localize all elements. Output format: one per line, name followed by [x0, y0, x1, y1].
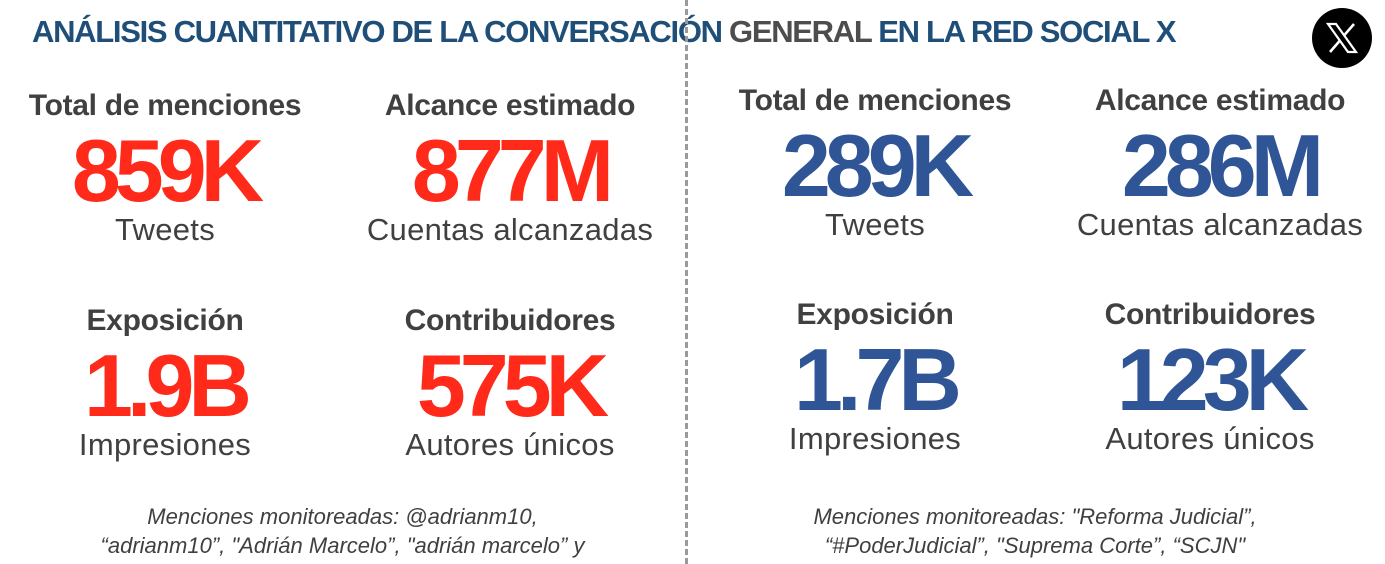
right-reach-metric: Alcance estimado 286M Cuentas alcanzadas [1045, 83, 1385, 243]
right-reach-label: Alcance estimado [1094, 84, 1346, 117]
x-logo-icon [1312, 8, 1372, 68]
left-exposure-label: Exposición [86, 304, 244, 337]
right-exposure-unit: Impresiones [788, 421, 962, 456]
left-exposure-unit: Impresiones [78, 427, 252, 462]
right-mentions-metric: Total de menciones 289K Tweets [700, 83, 1050, 243]
left-reach-unit: Cuentas alcanzadas [366, 212, 654, 247]
left-contributors-value: 575K [416, 336, 609, 435]
left-contributors-unit: Autores únicos [405, 427, 615, 462]
right-mentions-value: 289K [781, 116, 974, 215]
left-exposure-metric: Exposición 1.9B Impresiones [0, 303, 330, 463]
left-reach-label: Alcance estimado [384, 89, 636, 122]
right-reach-value: 286M [1121, 116, 1324, 215]
left-mentions-label: Total de menciones [28, 89, 302, 122]
left-mentions-metric: Total de menciones 859K Tweets [0, 88, 330, 248]
right-contributors-label: Contribuidores [1104, 298, 1316, 331]
left-exposure-value: 1.9B [84, 336, 252, 435]
x-logo-glyph [1325, 22, 1359, 54]
left-mentions-unit: Tweets [114, 212, 215, 247]
left-note-line-2: “adrianm10”, "Adrián Marcelo”, "adrián m… [100, 533, 585, 558]
right-contributors-value: 123K [1116, 330, 1309, 429]
column-divider [685, 0, 688, 564]
right-exposure-value: 1.7B [794, 330, 962, 429]
left-note-line-1: Menciones monitoreadas: @adrianm10, [147, 504, 538, 529]
right-reach-unit: Cuentas alcanzadas [1076, 207, 1364, 242]
right-contributors-unit: Autores únicos [1105, 421, 1315, 456]
right-mentions-unit: Tweets [824, 207, 925, 242]
left-reach-value: 877M [411, 121, 614, 220]
right-note-line-2: “#PoderJudicial”, "Suprema Corte”, “SCJN… [824, 533, 1246, 558]
right-exposure-metric: Exposición 1.7B Impresiones [700, 297, 1050, 457]
page-title: ANÁLISIS CUANTITATIVO DE LA CONVERSACIÓN… [32, 14, 1302, 50]
left-monitored-note: Menciones monitoreadas: @adrianm10, “adr… [0, 502, 685, 560]
right-contributors-metric: Contribuidores 123K Autores únicos [1045, 297, 1375, 457]
left-mentions-value: 859K [71, 121, 264, 220]
left-reach-metric: Alcance estimado 877M Cuentas alcanzadas [340, 88, 680, 248]
left-contributors-label: Contribuidores [404, 304, 616, 337]
right-note-line-1: Menciones monitoreadas: "Reforma Judicia… [813, 504, 1257, 529]
right-monitored-note: Menciones monitoreadas: "Reforma Judicia… [700, 502, 1370, 560]
title-part-2: GENERAL [729, 14, 872, 49]
left-contributors-metric: Contribuidores 575K Autores únicos [340, 303, 680, 463]
right-mentions-label: Total de menciones [738, 84, 1012, 117]
right-exposure-label: Exposición [796, 298, 954, 331]
title-part-3: EN LA RED SOCIAL X [870, 14, 1176, 49]
title-part-1: ANÁLISIS CUANTITATIVO DE LA CONVERSACIÓN [32, 14, 730, 49]
